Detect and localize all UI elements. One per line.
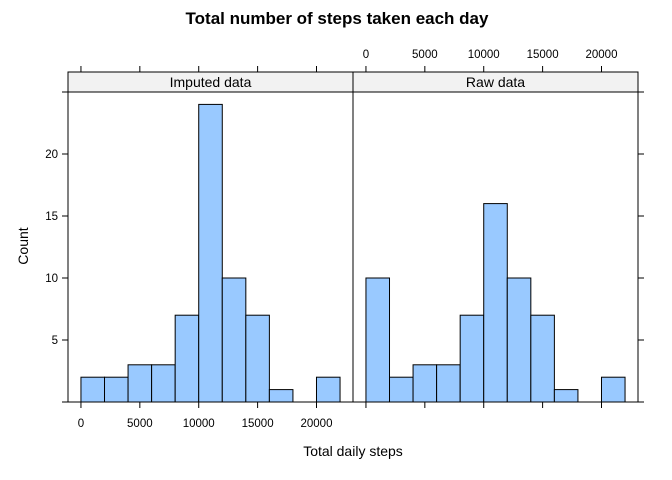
histogram-bar — [245, 314, 270, 403]
histogram-bar — [315, 376, 341, 403]
histogram-bar — [80, 376, 106, 403]
y-axis-title: Count — [15, 227, 31, 264]
strip-label: Imputed data — [170, 74, 252, 90]
x-tick-label: 20000 — [585, 49, 617, 61]
y-tick-label: 15 — [45, 211, 58, 223]
histogram-bar — [506, 277, 532, 403]
x-axis-title: Total daily steps — [303, 443, 403, 459]
histogram-bar — [151, 364, 176, 403]
panel-border — [352, 91, 639, 403]
histogram-bar — [600, 376, 626, 403]
histogram-bar — [198, 103, 223, 403]
histogram-bar — [530, 314, 555, 403]
x-tick-label: 0 — [363, 49, 369, 61]
x-tick-label: 10000 — [468, 49, 500, 61]
x-tick-label: 0 — [78, 418, 84, 430]
panel-raw: Raw data 0 5000 10000 15000 20000 — [352, 49, 639, 408]
histogram-bar — [365, 277, 391, 403]
histogram-bar — [268, 389, 294, 403]
x-tick-label: 5000 — [127, 418, 153, 430]
histogram-bar — [412, 364, 438, 403]
x-tick-label: 15000 — [527, 49, 559, 61]
x-tick-label: 5000 — [412, 49, 438, 61]
histogram-bar — [459, 314, 485, 403]
histogram-bar — [104, 376, 129, 403]
histogram-bar — [389, 376, 414, 403]
y-tick-label: 20 — [45, 149, 58, 161]
y-tick-label: 5 — [52, 335, 58, 347]
histogram-bar — [221, 277, 247, 403]
histogram-bar — [553, 389, 579, 403]
strip-label: Raw data — [466, 74, 525, 90]
x-tick-label: 20000 — [300, 418, 332, 430]
histogram-bar — [174, 314, 200, 403]
chart-title: Total number of steps taken each day — [186, 9, 489, 28]
panel-imputed: Imputed data 0 5000 10000 15000 20000 — [67, 66, 354, 430]
y-axis: 5 10 15 20 — [45, 91, 644, 403]
x-tick-label: 15000 — [242, 418, 274, 430]
y-tick-label: 10 — [45, 273, 58, 285]
x-tick-label: 10000 — [183, 418, 215, 430]
histogram-bar — [127, 364, 153, 403]
histogram-bar — [436, 364, 461, 403]
histogram-bar — [483, 203, 508, 403]
